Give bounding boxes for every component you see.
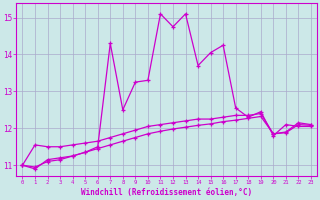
X-axis label: Windchill (Refroidissement éolien,°C): Windchill (Refroidissement éolien,°C)	[81, 188, 252, 197]
